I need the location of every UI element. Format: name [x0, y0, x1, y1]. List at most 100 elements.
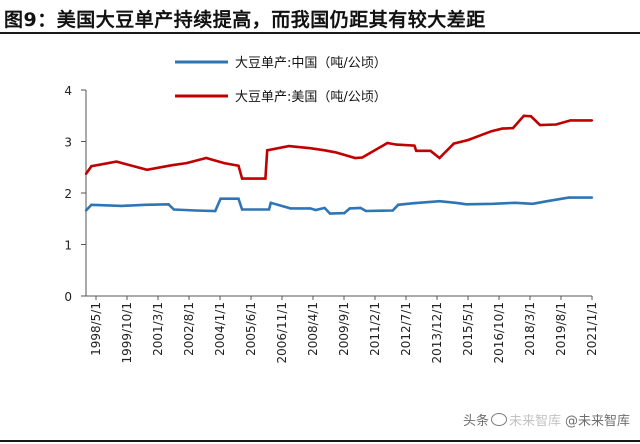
data-point [453, 142, 455, 144]
line-chart: 0 1 2 3 4 1998/5/1 1999/10/1 2001/3/1 2002/8/1 20… [0, 34, 640, 440]
data-point [492, 203, 494, 205]
x-tick-label: 2011/2/1 [368, 302, 382, 356]
series-china [85, 196, 593, 214]
data-point [144, 204, 146, 206]
data-point [546, 200, 548, 202]
data-point [323, 149, 325, 151]
chart-title: 图9：美国大豆单产持续提高，而我国仍距其有较大差距 [4, 5, 486, 32]
x-tick-label: 2013/12/1 [430, 302, 444, 364]
data-point [237, 165, 239, 167]
data-point [411, 202, 413, 204]
data-point [454, 202, 456, 204]
data-point [354, 157, 356, 159]
x-tick-label: 2018/3/1 [523, 302, 537, 356]
series-line [86, 198, 592, 214]
x-tick-label: 2021/1/1 [585, 302, 599, 356]
data-point [219, 198, 221, 200]
data-point [90, 165, 92, 167]
x-tick-label: 2004/1/1 [213, 302, 227, 356]
legend-label: 大豆单产:美国（吨/公顷） [235, 90, 387, 105]
data-point [205, 157, 207, 159]
data-point [395, 143, 397, 145]
data-point [532, 203, 534, 205]
data-point [512, 127, 514, 129]
data-point [171, 164, 173, 166]
data-point [241, 177, 243, 179]
data-point [490, 130, 492, 132]
y-tick-label: 1 [64, 239, 72, 253]
x-tick-label: 2006/11/1 [275, 302, 289, 364]
x-tick-label: 2005/6/1 [244, 302, 258, 356]
data-point [591, 119, 593, 121]
data-point [568, 196, 570, 198]
data-point [85, 209, 87, 211]
data-point [365, 210, 367, 212]
series-line [86, 116, 592, 179]
data-point [315, 209, 317, 211]
title-bar: 图9：美国大豆单产持续提高，而我国仍距其有较大差距 [0, 0, 640, 34]
x-tick-label: 2012/7/1 [399, 302, 413, 356]
data-point [173, 208, 175, 210]
x-tick-label: 1999/10/1 [120, 302, 134, 364]
data-point [194, 209, 196, 211]
data-point [270, 202, 272, 204]
data-point [429, 150, 431, 152]
data-point [329, 212, 331, 214]
data-point [268, 208, 270, 210]
data-point [121, 205, 123, 207]
data-point [309, 147, 311, 149]
data-point [359, 207, 361, 209]
data-point [288, 145, 290, 147]
data-point [361, 156, 363, 158]
x-tick-label: 2015/5/1 [461, 302, 475, 356]
y-tick-label: 0 [64, 290, 72, 304]
data-point [289, 207, 291, 209]
data-point [85, 173, 87, 175]
data-point [514, 202, 516, 204]
watermark-ghost-text: 未来智库 [509, 414, 561, 429]
data-point [90, 204, 92, 206]
data-point [146, 169, 148, 171]
data-point [241, 208, 243, 210]
data-point [523, 115, 525, 117]
y-tick-label: 4 [64, 84, 72, 98]
legend: 大豆单产:中国（吨/公顷） 大豆单产:美国（吨/公顷） [175, 56, 387, 105]
data-point [214, 210, 216, 212]
x-tick-label: 2016/10/1 [492, 302, 506, 364]
data-point [415, 150, 417, 152]
data-point [115, 160, 117, 162]
x-tick-label: 2009/9/1 [337, 302, 351, 356]
data-point [264, 177, 266, 179]
data-point [266, 149, 268, 151]
data-point [392, 209, 394, 211]
data-point [397, 204, 399, 206]
data-point [167, 203, 169, 205]
data-point [334, 151, 336, 153]
watermark-platform: 头条 [463, 414, 489, 429]
legend-label: 大豆单产:中国（吨/公顷） [235, 56, 387, 71]
data-point [223, 162, 225, 164]
data-point [438, 157, 440, 159]
data-point [539, 124, 541, 126]
x-tick-label: 2001/3/1 [151, 302, 165, 356]
data-point [413, 144, 415, 146]
x-tick-label: 1998/5/1 [89, 302, 103, 356]
watermark-account: @未来智库 [565, 414, 630, 429]
axes: 0 1 2 3 4 1998/5/1 1999/10/1 2001/3/1 2002/8/1 20… [64, 84, 599, 364]
data-point [343, 212, 345, 214]
x-tick-label: 2019/8/1 [554, 302, 568, 356]
data-point [386, 142, 388, 144]
data-point [349, 207, 351, 209]
y-tick-label: 3 [64, 136, 72, 150]
series-layer [85, 115, 593, 215]
x-tick-label: 2002/8/1 [182, 302, 196, 356]
series-usa [85, 115, 593, 180]
data-point [569, 119, 571, 121]
data-point [530, 115, 532, 117]
bottom-divider [0, 440, 640, 442]
watermark: 头条 未来智库 @未来智库 [463, 410, 630, 429]
data-point [467, 139, 469, 141]
data-point [185, 162, 187, 164]
data-point [323, 207, 325, 209]
x-tick-label: 2008/4/1 [306, 302, 320, 356]
